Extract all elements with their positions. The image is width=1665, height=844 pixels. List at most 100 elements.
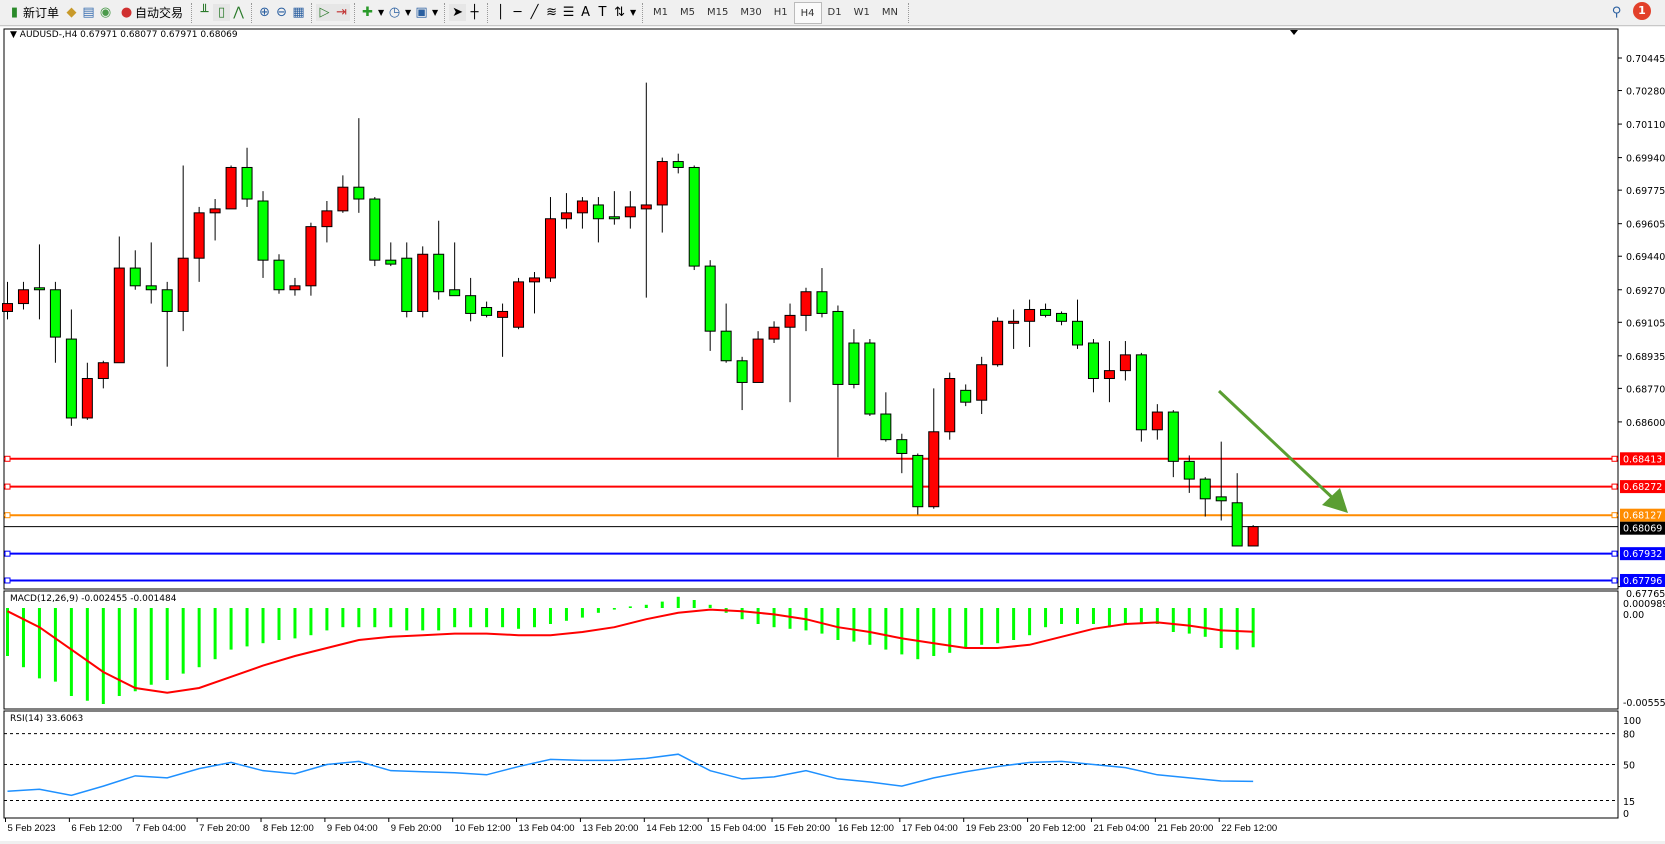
bull-candle <box>928 431 940 508</box>
timeframe-d1[interactable]: D1 <box>827 6 842 18</box>
price-tick-label: 0.69940 <box>1626 154 1665 165</box>
level-price-label: 0.68127 <box>1623 511 1662 522</box>
time-label: 16 Feb 12:00 <box>838 823 894 834</box>
bull-candle <box>513 281 525 328</box>
indicators-icon[interactable]: ✚ <box>362 5 373 20</box>
bar-chart-icon[interactable]: ╨ <box>200 5 209 20</box>
bull-candle <box>1151 411 1163 431</box>
cursor-icon[interactable]: ➤ <box>449 4 467 21</box>
timeframe-m15[interactable]: M15 <box>707 6 729 18</box>
fibo-fan-icon[interactable]: ☰ <box>562 5 575 20</box>
auto-scroll-icon[interactable]: ▷ <box>316 4 334 21</box>
fibonacci-icon[interactable]: ≋ <box>546 5 557 20</box>
bull-candle <box>1024 308 1036 322</box>
crosshair-icon[interactable]: ┼ <box>470 5 479 20</box>
bear-candle <box>592 204 604 220</box>
zoom-in-icon[interactable]: ⊕ <box>259 5 270 20</box>
rsi-tick-label: 80 <box>1623 730 1635 741</box>
arrows-icon[interactable]: ⇅ <box>614 5 625 20</box>
timeframe-mn[interactable]: MN <box>881 6 898 18</box>
data-window-icon[interactable]: ▤ <box>82 5 95 20</box>
periodicity-icon[interactable]: ◷ <box>388 5 401 20</box>
price-tick-label: 0.67765 <box>1626 589 1665 600</box>
chevron-down-icon[interactable]: ▼ <box>377 8 385 17</box>
chevron-down-icon[interactable]: ▼ <box>629 8 637 17</box>
navigator-icon[interactable]: ◉ <box>99 5 112 20</box>
bull-candle <box>289 285 301 291</box>
bull-candle <box>784 314 796 328</box>
bull-candle <box>17 289 29 305</box>
templates-icon[interactable]: ▣ <box>415 5 428 20</box>
bull-candle <box>497 310 509 318</box>
collapse-triangle-icon[interactable]: ▼ <box>10 30 20 40</box>
time-label: 21 Feb 20:00 <box>1157 823 1213 834</box>
level-price-box <box>1620 452 1665 466</box>
notification-badge[interactable]: 1 <box>1633 2 1651 20</box>
time-label: 20 Feb 12:00 <box>1030 823 1086 834</box>
bull-candle <box>177 257 189 312</box>
separator <box>642 2 644 23</box>
timeframe-w1[interactable]: W1 <box>853 6 870 18</box>
bear-candle <box>161 289 173 312</box>
bear-candle <box>49 289 61 338</box>
toolbar: ▮ 新订单 ◆ ▤ ◉ ● 自动交易 ╨ ▯ ⋀ ⊕ ⊖ ▦ ▷ ⇥ ✚ ▼ ◷ ▼ ▣… <box>0 0 1665 26</box>
price-tick-label: 0.68770 <box>1626 384 1665 395</box>
timeframe-m5[interactable]: M5 <box>680 6 696 18</box>
bid-price-label: 0.68069 <box>1623 524 1662 535</box>
bull-candle <box>337 186 349 212</box>
bear-candle <box>720 330 732 362</box>
chevron-down-icon[interactable]: ▼ <box>431 8 439 17</box>
auto-trading-button[interactable]: ● 自动交易 <box>114 2 187 24</box>
trendline-icon[interactable]: ╱ <box>530 5 539 20</box>
bull-candle <box>1103 370 1115 380</box>
chevron-down-icon[interactable]: ▼ <box>404 8 412 17</box>
bid-price-box <box>1620 521 1665 535</box>
bear-candle <box>736 360 748 383</box>
separator <box>907 2 909 23</box>
time-label: 13 Feb 20:00 <box>582 823 638 834</box>
bull-candle <box>2 303 13 312</box>
text-label-icon[interactable]: T <box>598 5 607 20</box>
bear-candle <box>608 216 620 220</box>
timeframe-h1[interactable]: H1 <box>773 6 788 18</box>
bear-candle <box>449 289 461 297</box>
timeframe-h4[interactable]: H4 <box>793 1 822 24</box>
time-label: 7 Feb 20:00 <box>199 823 250 834</box>
level-handle <box>4 577 11 584</box>
time-label: 15 Feb 20:00 <box>774 823 830 834</box>
text-icon[interactable]: A <box>581 5 590 20</box>
bear-candle <box>1087 342 1099 380</box>
level-handle <box>1611 455 1618 462</box>
market-watch-icon[interactable]: ◆ <box>66 5 77 20</box>
price-chart[interactable]: 0.70445 0.70280 0.70110 0.69940 0.69775 0.696… <box>0 27 1665 841</box>
zoom-out-icon[interactable]: ⊖ <box>276 5 287 20</box>
macd-tick-label: -0.005554 <box>1623 698 1665 709</box>
macd-panel <box>3 590 1619 710</box>
bear-candle <box>145 285 157 291</box>
auto-trading-icon: ● <box>120 5 133 20</box>
new-order-label: 新订单 <box>23 6 60 20</box>
level-handle <box>1611 483 1618 490</box>
chart-shift-icon[interactable]: ⇥ <box>333 4 351 21</box>
bear-candle <box>880 413 892 441</box>
vertical-line-icon[interactable]: │ <box>496 5 505 20</box>
trend-arrow-head-icon <box>1322 488 1348 513</box>
line-chart-icon[interactable]: ⋀ <box>233 5 244 20</box>
separator <box>191 2 193 23</box>
horizontal-line-icon[interactable]: ─ <box>513 5 522 20</box>
timeframe-m30[interactable]: M30 <box>740 6 762 18</box>
bull-candle <box>1119 354 1131 372</box>
bear-candle <box>385 259 397 265</box>
search-icon[interactable]: ⚲ <box>1611 5 1622 20</box>
bull-candle <box>209 208 221 214</box>
tile-windows-icon[interactable]: ▦ <box>292 5 305 20</box>
rsi-tick-label: 100 <box>1623 716 1641 727</box>
price-tick-label: 0.69605 <box>1626 220 1665 231</box>
timeframe-m1[interactable]: M1 <box>653 6 669 18</box>
bear-candle <box>960 389 972 403</box>
new-order-button[interactable]: ▮ 新订单 <box>2 2 63 24</box>
candlestick-icon[interactable]: ▯ <box>213 4 231 21</box>
level-handle <box>1611 577 1618 584</box>
chart-window[interactable]: 0.70445 0.70280 0.70110 0.69940 0.69775 0.696… <box>0 27 1665 841</box>
separator <box>311 2 313 23</box>
